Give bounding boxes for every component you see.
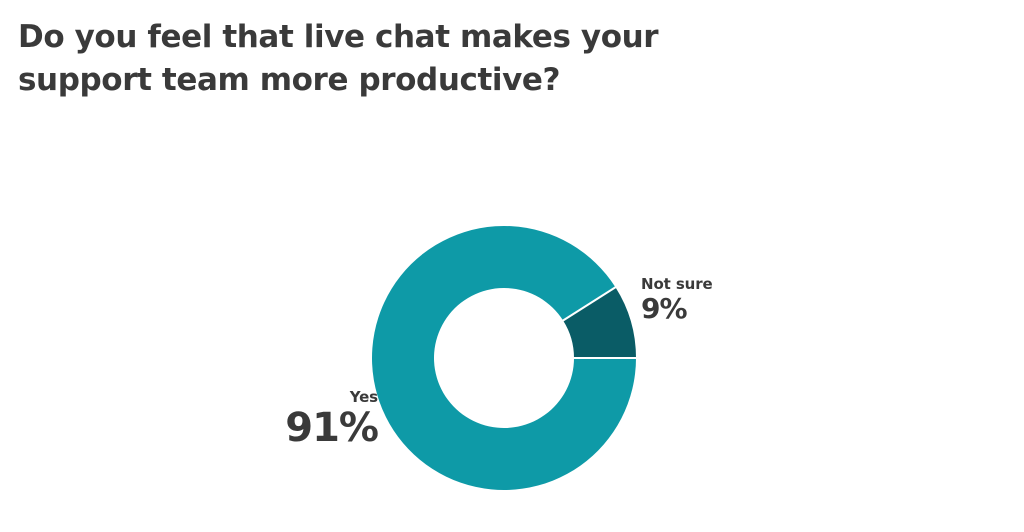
data-label-not-sure: Not sure 9%	[641, 276, 801, 325]
donut-slice-not-sure[interactable]	[563, 287, 636, 358]
data-label-yes-name: Yes	[349, 388, 378, 406]
donut-slice-separators	[562, 286, 637, 359]
chart-title: Do you feel that live chat makes your su…	[18, 19, 659, 98]
data-label-not-sure-name: Not sure	[641, 275, 713, 293]
data-label-yes: Yes 91%	[230, 388, 379, 451]
data-label-not-sure-value: 9%	[641, 292, 688, 325]
data-label-yes-value: 91%	[285, 405, 379, 451]
donut-slice-yes[interactable]	[371, 226, 636, 491]
donut-slice-separator	[562, 286, 617, 322]
donut-slices	[371, 226, 637, 491]
